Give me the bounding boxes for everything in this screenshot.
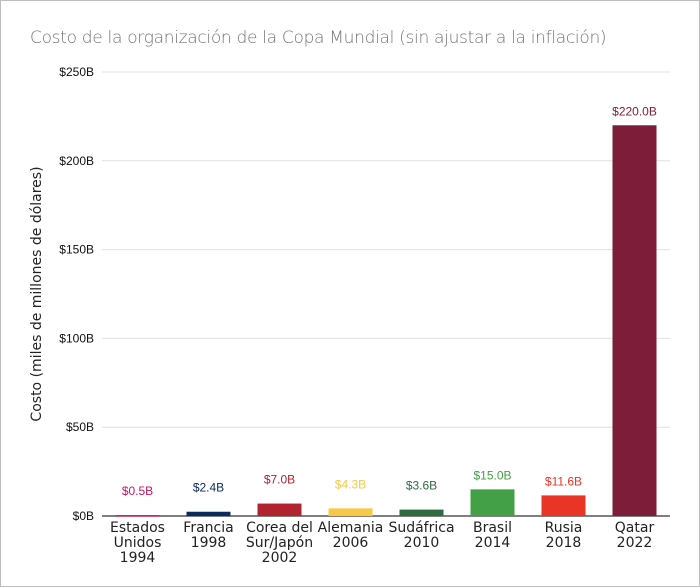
x-tick-label: 2014 — [475, 535, 511, 551]
x-tick-label: Qatar — [615, 520, 655, 536]
bar — [541, 495, 586, 516]
data-label: $4.3B — [335, 477, 366, 491]
x-tick-label: Estados — [110, 520, 165, 536]
x-tick-label: 2022 — [617, 535, 653, 551]
x-tick-label: Francia — [183, 520, 233, 536]
x-tick-label: Alemania — [318, 520, 384, 536]
bar — [186, 511, 231, 516]
x-tick-label: Corea del — [246, 520, 313, 536]
y-axis-title: Costo (miles de millones de dólares) — [29, 166, 45, 421]
bar — [115, 515, 160, 517]
x-tick-label: 2006 — [333, 535, 369, 551]
data-label: $7.0B — [264, 473, 295, 487]
bar — [257, 503, 302, 516]
x-tick-label: 1998 — [191, 535, 227, 551]
data-label: $0.5B — [122, 484, 153, 498]
y-tick-label: $200B — [59, 154, 94, 168]
y-tick-label: $50B — [66, 420, 94, 434]
y-tick-label: $0B — [73, 509, 94, 523]
bar — [328, 508, 373, 516]
data-label: $11.6B — [545, 474, 582, 488]
data-label: $220.0B — [612, 104, 657, 118]
x-tick-label: 2002 — [262, 550, 298, 566]
y-tick-label: $150B — [59, 243, 94, 257]
data-label: $3.6B — [406, 479, 437, 493]
x-tick-label: Sudáfrica — [388, 520, 454, 536]
data-label: $2.4B — [193, 481, 224, 495]
chart-title: Costo de la organización de la Copa Mund… — [30, 28, 607, 48]
data-label: $15.0B — [473, 468, 511, 482]
x-tick-label: Unidos — [114, 535, 162, 551]
bar — [470, 489, 515, 516]
y-tick-label: $100B — [59, 331, 94, 345]
x-tick-label: Sur/Japón — [246, 535, 313, 551]
x-tick-label: 2018 — [546, 535, 582, 551]
y-tick-label: $250B — [59, 65, 94, 79]
bar — [399, 509, 444, 516]
x-tick-label: Rusia — [545, 520, 583, 536]
x-tick-label: 1994 — [120, 550, 156, 566]
bar — [612, 125, 657, 516]
x-tick-label: Brasil — [473, 520, 512, 536]
x-tick-label: 2010 — [404, 535, 440, 551]
